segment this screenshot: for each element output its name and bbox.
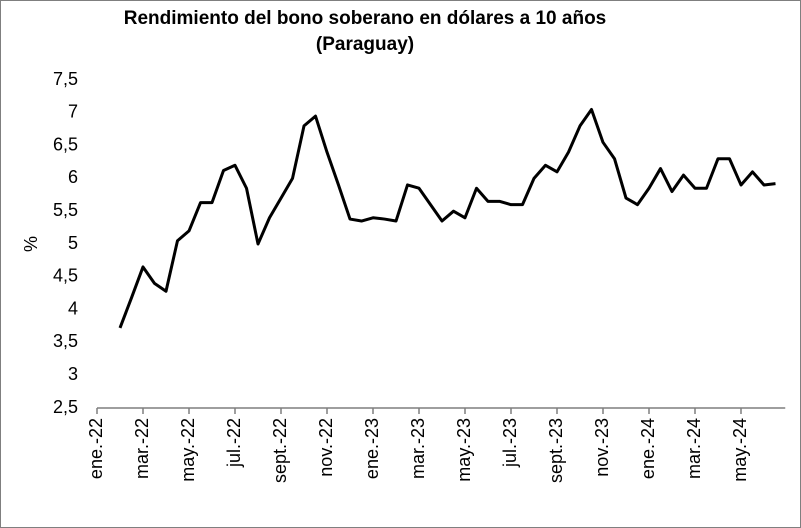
y-tick-label: 4 (68, 298, 78, 318)
y-axis-label: % (21, 236, 41, 252)
y-tick-label: 6,5 (53, 134, 78, 154)
chart-title: Rendimiento del bono soberano en dólares… (124, 8, 607, 29)
y-tick-label: 7,5 (53, 69, 78, 89)
x-tick-label: may.-22 (178, 418, 198, 482)
y-tick-label: 3 (68, 364, 78, 384)
y-tick-label: 3,5 (53, 331, 78, 351)
line-series (118, 108, 776, 329)
x-tick-label: mar.-23 (408, 418, 428, 479)
y-tick-label: 5,5 (53, 200, 78, 220)
x-tick-label: ene.-22 (86, 418, 106, 479)
x-tick-label: mar.-24 (684, 418, 704, 479)
x-tick-label: may.-24 (730, 418, 750, 482)
x-tick-label: nov.-22 (316, 418, 336, 477)
y-tick-label: 7 (68, 102, 78, 122)
x-tick-label: ene.-24 (638, 418, 658, 479)
y-tick-label: 2,5 (53, 397, 78, 417)
y-tick-label: 5 (68, 233, 78, 253)
x-tick-label: nov.-23 (592, 418, 612, 477)
y-tick-label: 4,5 (53, 266, 78, 286)
x-tick-label: sept.-23 (546, 418, 566, 483)
x-tick-label: jul.-22 (224, 418, 244, 468)
x-tick-label: mar.-22 (132, 418, 152, 479)
chart-title: (Paraguay) (316, 34, 414, 55)
x-tick-label: sept.-22 (270, 418, 290, 483)
x-tick-label: jul.-23 (500, 418, 520, 468)
x-tick-label: ene.-23 (362, 418, 382, 479)
y-tick-label: 6 (68, 167, 78, 187)
x-tick-label: may.-23 (454, 418, 474, 482)
